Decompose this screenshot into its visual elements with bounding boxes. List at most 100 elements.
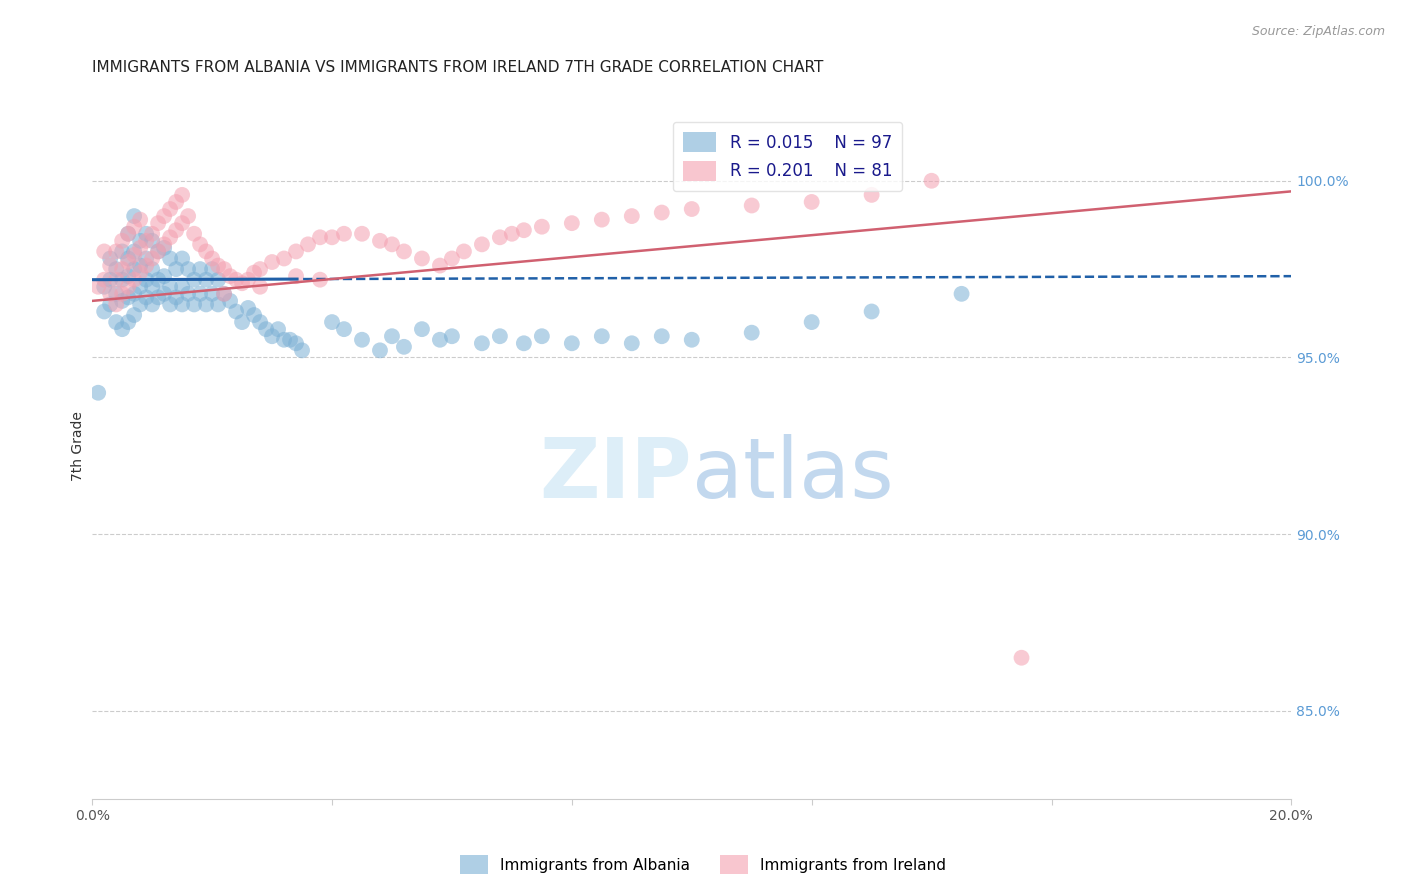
Point [561, 216, 583, 230]
Point [236, 273, 259, 287]
Point [98, 297, 121, 311]
Point [561, 336, 583, 351]
Point [950, 286, 973, 301]
Point [350, 333, 373, 347]
Point [183, 227, 205, 241]
Point [212, 286, 235, 301]
Point [117, 252, 139, 266]
Point [260, 329, 283, 343]
Point [146, 290, 169, 304]
Point [513, 223, 536, 237]
Point [172, 252, 194, 266]
Point [440, 329, 463, 343]
Point [225, 273, 247, 287]
Point [153, 269, 176, 284]
Point [105, 273, 128, 287]
Point [111, 262, 134, 277]
Point [860, 304, 883, 318]
Point [501, 227, 523, 241]
Point [285, 336, 308, 351]
Point [620, 209, 643, 223]
Point [129, 234, 152, 248]
Point [93, 279, 115, 293]
Point [141, 252, 163, 266]
Point [297, 237, 319, 252]
Point [260, 255, 283, 269]
Point [800, 315, 823, 329]
Point [129, 241, 152, 255]
Point [219, 269, 242, 284]
Point [219, 293, 242, 308]
Point [165, 290, 187, 304]
Point [273, 333, 295, 347]
Point [453, 244, 475, 259]
Point [93, 244, 115, 259]
Point [392, 340, 415, 354]
Point [254, 322, 277, 336]
Point [201, 252, 224, 266]
Point [111, 286, 134, 301]
Text: atlas: atlas [692, 434, 893, 515]
Point [188, 262, 211, 277]
Point [350, 227, 373, 241]
Point [93, 304, 115, 318]
Point [93, 273, 115, 287]
Point [591, 329, 613, 343]
Point [225, 304, 247, 318]
Point [195, 244, 218, 259]
Point [117, 315, 139, 329]
Point [800, 194, 823, 209]
Point [117, 255, 139, 269]
Point [177, 209, 200, 223]
Point [212, 286, 235, 301]
Point [249, 262, 271, 277]
Point [141, 279, 163, 293]
Point [411, 252, 433, 266]
Point [146, 273, 169, 287]
Point [681, 333, 703, 347]
Point [231, 277, 253, 291]
Point [368, 234, 391, 248]
Point [153, 241, 176, 255]
Point [530, 219, 553, 234]
Point [651, 205, 673, 219]
Point [591, 212, 613, 227]
Point [489, 230, 512, 244]
Point [122, 209, 145, 223]
Point [471, 237, 494, 252]
Point [741, 326, 763, 340]
Point [165, 262, 187, 277]
Point [129, 297, 152, 311]
Point [177, 262, 200, 277]
Point [207, 259, 229, 273]
Point [98, 286, 121, 301]
Point [201, 262, 224, 277]
Point [141, 234, 163, 248]
Point [921, 174, 943, 188]
Point [172, 216, 194, 230]
Point [285, 244, 308, 259]
Point [105, 286, 128, 301]
Point [249, 279, 271, 293]
Point [291, 343, 314, 358]
Point [860, 187, 883, 202]
Point [159, 297, 181, 311]
Point [98, 273, 121, 287]
Point [165, 223, 187, 237]
Point [249, 315, 271, 329]
Point [172, 187, 194, 202]
Point [122, 308, 145, 322]
Text: IMMIGRANTS FROM ALBANIA VS IMMIGRANTS FROM IRELAND 7TH GRADE CORRELATION CHART: IMMIGRANTS FROM ALBANIA VS IMMIGRANTS FR… [93, 60, 824, 75]
Point [195, 297, 218, 311]
Point [620, 336, 643, 351]
Point [117, 227, 139, 241]
Point [117, 227, 139, 241]
Point [411, 322, 433, 336]
Point [129, 212, 152, 227]
Point [309, 230, 332, 244]
Point [165, 194, 187, 209]
Point [489, 329, 512, 343]
Point [111, 234, 134, 248]
Point [267, 322, 290, 336]
Point [105, 315, 128, 329]
